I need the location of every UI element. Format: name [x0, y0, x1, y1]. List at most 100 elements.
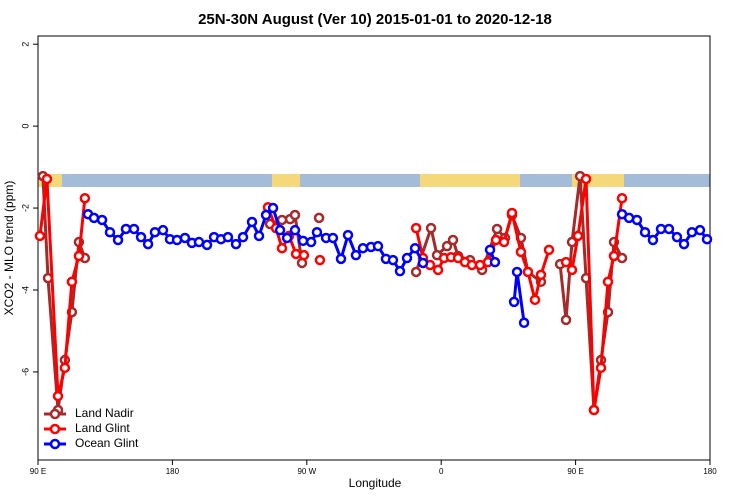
- x-tick-label: 90 E: [30, 467, 46, 476]
- data-point: [498, 236, 510, 248]
- data-point: [608, 250, 620, 262]
- legend-label: Land Nadir: [75, 406, 134, 420]
- data-point: [701, 233, 713, 245]
- data-point: [508, 296, 520, 308]
- data-point: [193, 236, 205, 248]
- data-point: [230, 238, 242, 250]
- data-point: [616, 252, 628, 264]
- plot-frame: [37, 35, 711, 461]
- data-point: [34, 230, 46, 242]
- data-point: [441, 240, 453, 252]
- data-point: [616, 192, 628, 204]
- data-point: [647, 234, 659, 246]
- y-tick-label: 0: [20, 124, 30, 129]
- data-point: [678, 238, 690, 250]
- data-point: [246, 216, 258, 228]
- data-point: [518, 317, 530, 329]
- data-point: [357, 242, 369, 254]
- data-point: [88, 212, 100, 224]
- data-point: [313, 212, 325, 224]
- data-point: [41, 173, 53, 185]
- legend-label: Land Glint: [75, 421, 130, 435]
- data-point: [179, 232, 191, 244]
- x-tick-label: 180: [703, 467, 717, 476]
- data-point: [342, 229, 354, 241]
- data-point: [297, 235, 309, 247]
- data-point: [73, 250, 85, 262]
- x-tick-label: 90 W: [297, 467, 316, 476]
- data-point: [602, 276, 614, 288]
- series-line: [558, 174, 624, 412]
- data-point: [112, 234, 124, 246]
- data-point: [311, 226, 323, 238]
- data-point: [663, 223, 675, 235]
- data-point: [529, 294, 541, 306]
- data-point: [491, 223, 503, 235]
- data-point: [506, 207, 518, 219]
- data-point: [79, 192, 91, 204]
- data-point: [237, 231, 249, 243]
- data-point: [410, 222, 422, 234]
- data-point: [515, 246, 527, 258]
- data-point: [522, 266, 534, 278]
- data-point: [686, 226, 698, 238]
- data-point: [447, 234, 459, 246]
- y-axis-label: XCO2 - MLO trend (ppm): [2, 181, 16, 316]
- map-strip: [38, 174, 710, 187]
- land-strip: [272, 174, 300, 187]
- data-point: [490, 234, 502, 246]
- data-point: [580, 173, 592, 185]
- data-point: [201, 239, 213, 251]
- data-point: [394, 265, 406, 277]
- y-tick-label: 2: [20, 42, 30, 47]
- land-strip: [420, 174, 520, 187]
- data-point: [543, 244, 555, 256]
- data-point: [466, 259, 478, 271]
- ocean-strip: [38, 174, 710, 187]
- data-point: [222, 231, 234, 243]
- data-point: [417, 257, 429, 269]
- data-point: [410, 266, 422, 278]
- data-point: [484, 244, 496, 256]
- data-point: [560, 314, 572, 326]
- data-point: [560, 256, 572, 268]
- data-point: [305, 236, 317, 248]
- data-point: [432, 264, 444, 276]
- data-point: [59, 362, 71, 374]
- data-point: [289, 224, 301, 236]
- data-point: [135, 231, 147, 243]
- data-point: [314, 254, 326, 266]
- data-point: [511, 266, 523, 278]
- data-point: [128, 223, 140, 235]
- data-point: [327, 232, 339, 244]
- data-point: [157, 224, 169, 236]
- legend-marker: [49, 408, 61, 420]
- legend-marker: [49, 423, 61, 435]
- data-point: [267, 202, 279, 214]
- data-point: [260, 209, 272, 221]
- data-point: [276, 242, 288, 254]
- y-tick-label: -2: [20, 204, 30, 212]
- data-point: [96, 214, 108, 226]
- data-point: [566, 264, 578, 276]
- x-tick-label: 0: [439, 467, 444, 476]
- data-point: [52, 390, 64, 402]
- data-point: [290, 248, 302, 260]
- data-point: [639, 226, 651, 238]
- data-point: [631, 214, 643, 226]
- y-tick-label: -6: [20, 368, 30, 376]
- data-point: [671, 231, 683, 243]
- data-point: [588, 404, 600, 416]
- data-point: [142, 238, 154, 250]
- data-point: [298, 249, 310, 261]
- data-point: [489, 256, 501, 268]
- data-point: [425, 222, 437, 234]
- data-point: [274, 224, 286, 236]
- data-point: [372, 240, 384, 252]
- x-tick-label: 180: [166, 467, 180, 476]
- y-tick-label: -4: [20, 286, 30, 294]
- legend-marker: [49, 438, 61, 450]
- data-point: [289, 209, 301, 221]
- x-axis-label: Longitude: [349, 476, 402, 490]
